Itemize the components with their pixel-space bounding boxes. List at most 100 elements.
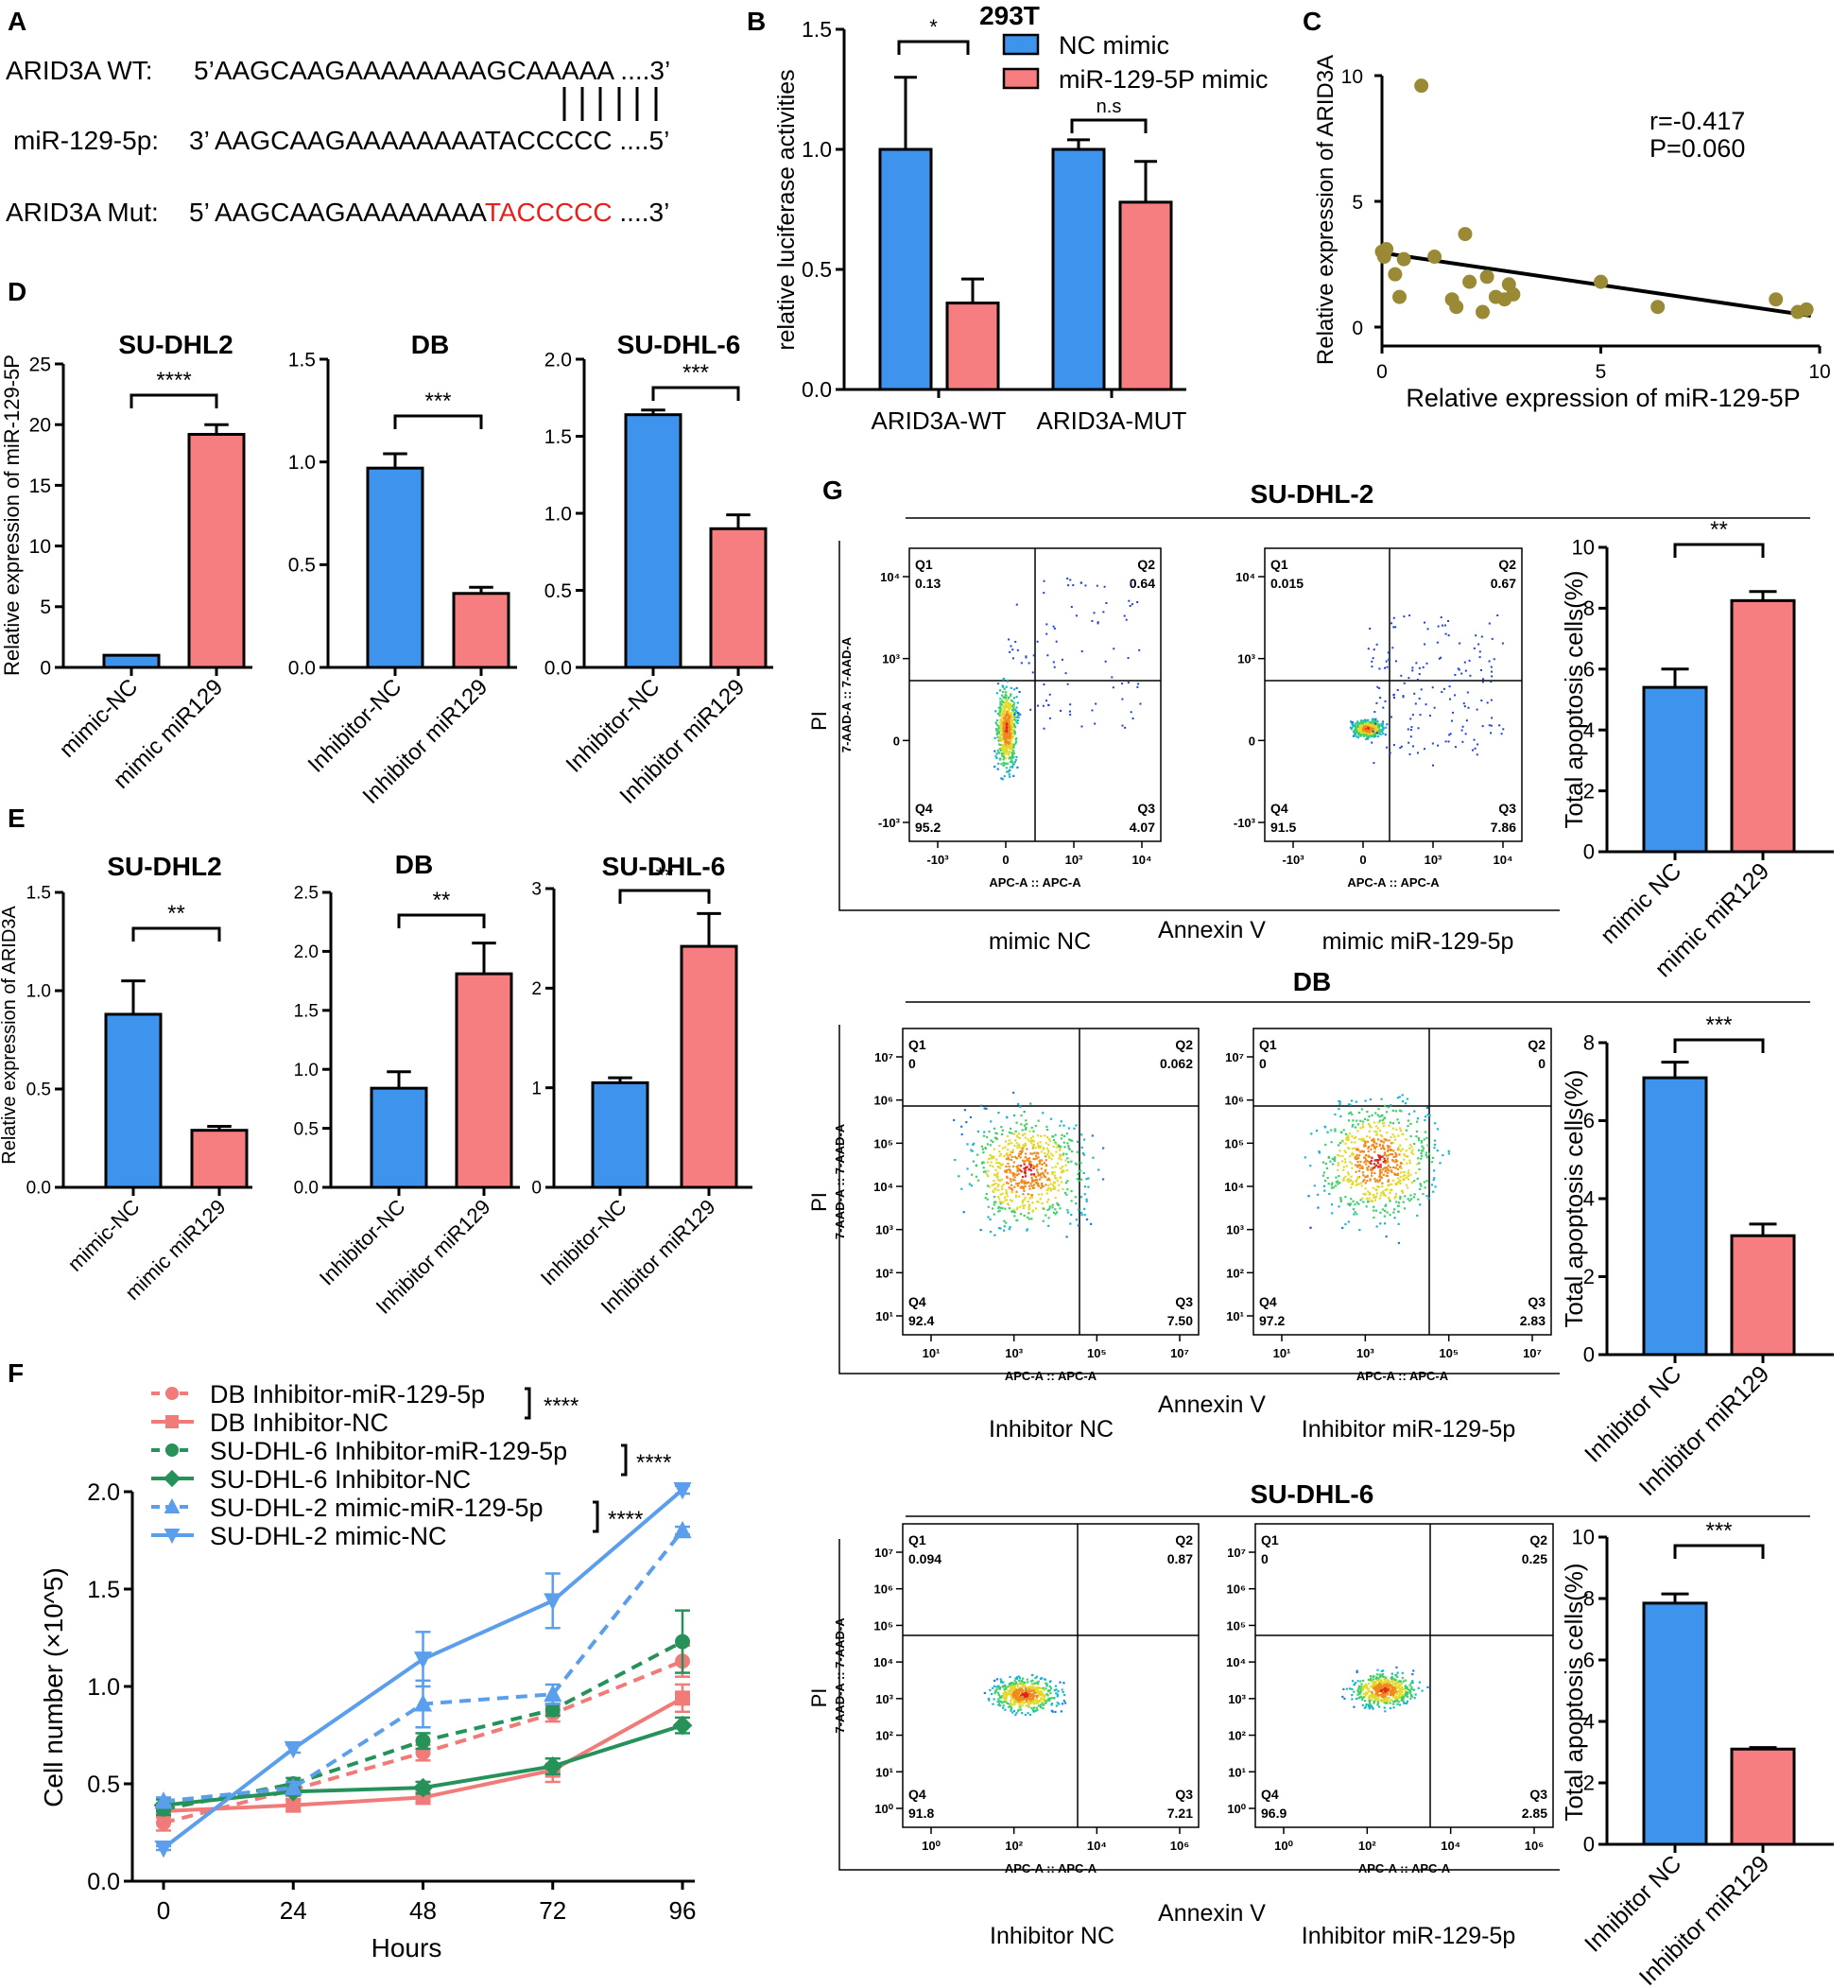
density-dot [1018,1195,1021,1198]
density-dot [1004,1687,1007,1690]
density-dot [1367,736,1370,739]
density-dot [1436,641,1439,644]
density-dot [1345,1687,1349,1690]
density-dot [1386,1681,1389,1684]
density-dot [1008,1139,1010,1142]
density-dot [1029,1693,1032,1697]
density-dot [1375,1679,1378,1682]
density-dot [1394,1195,1397,1198]
density-dot [1380,1679,1383,1682]
density-dot [1381,1692,1384,1696]
y-tick-label: 10⁵ [1224,1136,1244,1150]
density-dot [1382,1147,1385,1150]
density-dot [1330,1203,1334,1206]
density-dot [1417,727,1420,730]
density-dot [1006,762,1010,765]
density-dot [997,739,1000,742]
density-dot [1361,1123,1364,1126]
density-dot [1355,1697,1358,1701]
significance-bracket [618,889,711,904]
density-dot [1376,1127,1380,1130]
density-dot [1010,1127,1012,1131]
significance-bracket [1673,1038,1765,1053]
density-dot [1418,698,1421,700]
density-dot [1339,1115,1342,1118]
density-dot [1021,1175,1025,1179]
density-dot [1409,1122,1412,1125]
bar-mimic-mir129 [1730,598,1796,854]
density-dot [992,1703,994,1705]
density-dot [1373,729,1376,732]
density-dot [1028,1181,1030,1184]
density-dot [1008,707,1011,710]
density-dot [1396,1097,1400,1099]
density-dot [1014,758,1017,761]
sample-caption: Inhibitor NC [990,1923,1114,1949]
density-dot [1378,1158,1382,1161]
density-dot [1358,1228,1361,1232]
density-dot [1027,1685,1029,1689]
density-dot [1410,1687,1413,1691]
density-dot [1028,1130,1031,1132]
density-dot [1364,723,1367,726]
density-dot [1030,1196,1034,1199]
density-dot [1351,1134,1354,1137]
density-dot [983,1107,986,1110]
density-dot [1418,673,1421,676]
density-dot [1387,1179,1390,1182]
density-dot [1010,1158,1013,1162]
density-dot [1002,1681,1005,1684]
density-dot [1040,1176,1043,1179]
density-dot [1454,746,1457,749]
density-dot [1379,1693,1382,1697]
density-dot [1344,1151,1347,1154]
density-dot [1045,1155,1047,1158]
density-dot [1414,1693,1417,1696]
y-tick-label: 10³ [1228,1692,1246,1706]
density-dot [1447,619,1450,622]
density-dot [1052,1181,1055,1184]
density-dot [1405,1176,1408,1179]
density-dot [1352,1153,1355,1156]
density-dot [1063,1146,1066,1149]
density-dot [1389,1189,1392,1192]
x-tick-label: 10⁷ [1523,1346,1542,1360]
density-dot [1409,717,1412,720]
density-dot [1022,1144,1025,1147]
density-dot [1348,1148,1351,1150]
density-dot [1327,1156,1330,1159]
density-dot [1036,1701,1039,1703]
density-dot [1370,1148,1373,1151]
density-dot [1023,1199,1026,1201]
density-dot [1363,1145,1366,1148]
density-dot [1014,1139,1017,1142]
density-dot [1436,1150,1439,1152]
density-dot [1416,1177,1419,1180]
density-dot [1406,1687,1408,1690]
category-label: Inhibitor-NC [315,1195,410,1290]
density-dot [1381,722,1384,725]
density-dot [1070,605,1073,608]
density-dot [1010,726,1013,730]
density-dot [1338,1144,1340,1147]
density-dot [1005,685,1008,688]
density-dot [1341,1140,1345,1143]
density-dot [1034,1124,1037,1128]
density-dot [1024,1156,1027,1159]
density-dot [1375,1159,1378,1162]
density-dot [1042,1686,1045,1689]
density-dot [1333,1159,1336,1162]
y-tick-label: 1.0 [26,982,51,1002]
density-dot [987,1697,990,1701]
density-dot [1013,1680,1016,1683]
density-dot [1371,660,1373,663]
density-dot [1433,1139,1437,1142]
density-dot [1390,1675,1393,1679]
density-dot [1412,1688,1415,1691]
density-dot [1136,600,1139,603]
density-dot [1449,680,1452,683]
density-dot [1359,1119,1362,1122]
density-dot [1386,1683,1390,1685]
q2-value: 0.25 [1522,1551,1547,1566]
chart-title: 293T [979,1,1040,30]
